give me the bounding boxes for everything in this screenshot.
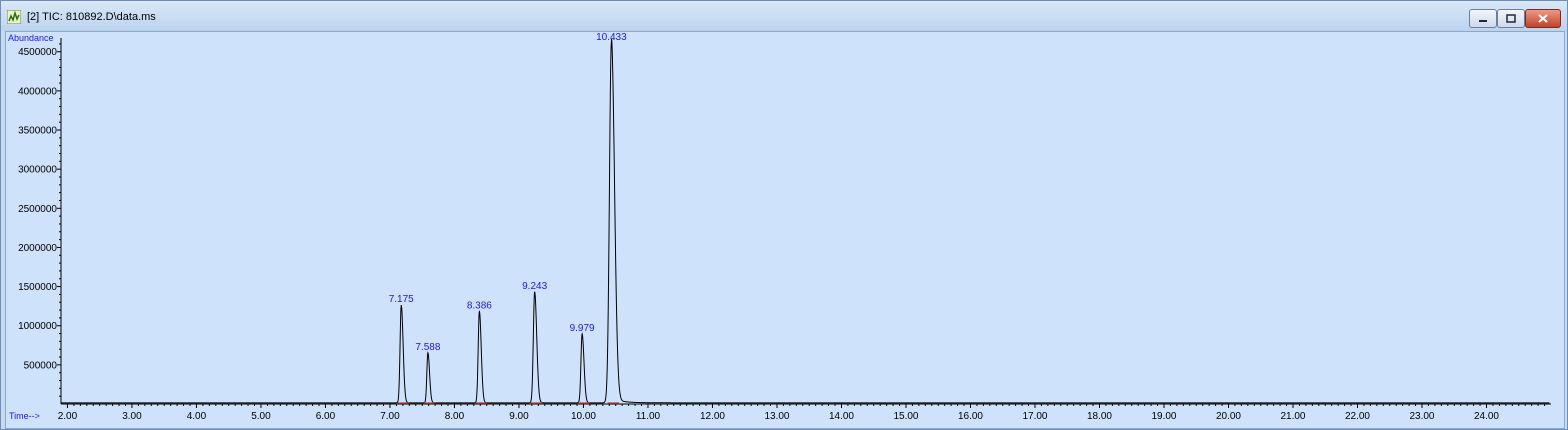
x-tick-label: 11.00 <box>636 411 661 422</box>
x-tick-label: 5.00 <box>251 411 271 422</box>
chromatogram-chart: Abundance Time--> 2.00 3.00 4.00 5.00 6.00 7.… <box>8 32 1551 422</box>
y-tick-label: 2500000 <box>18 204 57 215</box>
y-tick-label: 4000000 <box>18 86 57 97</box>
y-tick-label: 2000000 <box>18 243 57 254</box>
x-tick-label: 18.00 <box>1087 411 1112 422</box>
x-tick-label: 6.00 <box>316 411 336 422</box>
x-tick-label: 14.00 <box>829 411 854 422</box>
x-tick-label: 8.00 <box>445 411 465 422</box>
y-tick-label: 1000000 <box>18 321 57 332</box>
x-tick-label: 2.00 <box>58 411 78 422</box>
close-icon <box>1538 14 1548 23</box>
y-tick-label: 500000 <box>24 360 58 371</box>
minimize-icon <box>1479 20 1487 22</box>
x-tick-label: 17.00 <box>1022 411 1047 422</box>
y-tick-label: 3500000 <box>18 126 57 137</box>
x-tick-label: 4.00 <box>187 411 207 422</box>
tic-trace <box>61 38 1550 404</box>
peak-label: 7.588 <box>415 342 440 353</box>
peak-label: 8.386 <box>467 300 492 311</box>
x-tick-label: 16.00 <box>958 411 983 422</box>
y-tick-label: 3000000 <box>18 165 57 176</box>
x-tick-label: 3.00 <box>122 411 142 422</box>
x-tick-label: 23.00 <box>1409 411 1434 422</box>
maximize-button[interactable] <box>1497 9 1525 28</box>
maximize-icon <box>1506 14 1516 23</box>
x-tick-label: 9.00 <box>509 411 529 422</box>
peak-label: 7.175 <box>389 294 414 305</box>
y-tick-label: 1500000 <box>18 282 57 293</box>
peak-label: 10.433 <box>596 32 627 43</box>
x-tick-label: 13.00 <box>764 411 789 422</box>
x-tick-label: 7.00 <box>380 411 400 422</box>
window-title: [2] TIC: 810892.D\data.ms <box>27 11 156 23</box>
x-tick-label: 21.00 <box>1280 411 1305 422</box>
x-axis-label: Time--> <box>9 411 40 421</box>
plot-area[interactable]: Abundance Time--> 2.00 3.00 4.00 5.00 6.00 7.… <box>5 31 1565 429</box>
minimize-button[interactable] <box>1469 9 1497 28</box>
x-tick-label: 20.00 <box>1216 411 1241 422</box>
x-tick-label: 22.00 <box>1345 411 1370 422</box>
x-tick-label: 15.00 <box>893 411 918 422</box>
peak-label: 9.979 <box>570 323 595 334</box>
x-tick-label: 10.00 <box>571 411 596 422</box>
chromatogram-icon <box>7 10 21 24</box>
title-bar[interactable]: [2] TIC: 810892.D\data.ms <box>1 1 1567 31</box>
close-button[interactable] <box>1525 9 1561 28</box>
x-tick-label: 24.00 <box>1474 411 1499 422</box>
peak-label: 9.243 <box>522 281 547 292</box>
y-axis-label: Abundance <box>8 33 54 43</box>
x-tick-label: 19.00 <box>1151 411 1176 422</box>
x-tick-label: 12.00 <box>700 411 725 422</box>
y-tick-label: 4500000 <box>18 47 57 58</box>
